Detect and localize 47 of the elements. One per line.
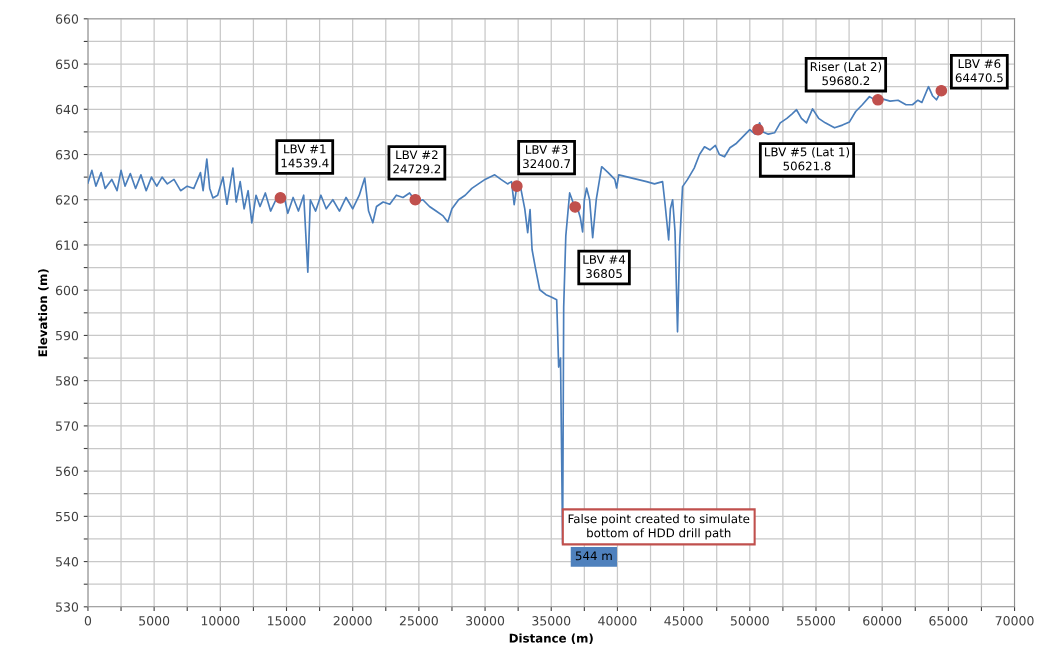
annotation: LBV #2 24729.2: [393, 150, 441, 174]
y-tick-label: 540: [56, 557, 79, 567]
y-tick-label: 630: [55, 149, 79, 160]
x-tick-label: 55000: [797, 616, 836, 626]
y-axis-title: Elevation (m): [38, 269, 49, 357]
y-tick-label: 640: [55, 104, 79, 115]
y-tick-label: 650: [55, 59, 79, 69]
y-tick-label: 550: [56, 511, 79, 522]
x-tick-label: 70000: [995, 616, 1034, 626]
point: [510, 180, 523, 193]
annotation: False point created to simulate bottom of HDD drill path: [568, 514, 750, 540]
x-tick-label: 5000: [139, 616, 170, 626]
annotation: LBV #1 14539.4: [281, 144, 329, 168]
y-tick-label: 600: [55, 285, 79, 296]
x-tick-label: 40000: [598, 616, 637, 626]
x-tick-label: 20000: [333, 616, 372, 626]
x-tick-label: 15000: [267, 616, 306, 626]
annotation: Riser (Lat 2) 59680.2: [810, 61, 882, 86]
x-tick-label: 50000: [730, 616, 769, 626]
y-tick-label: 590: [56, 330, 79, 341]
point: [935, 84, 948, 97]
y-tick-label: 560: [56, 466, 79, 477]
x-tick-label: 25000: [399, 616, 438, 626]
y-tick-label: 660: [55, 14, 79, 24]
x-tick-label: 65000: [929, 616, 968, 626]
annotation: LBV #5 (Lat 1) 50621.8: [765, 147, 850, 171]
point: [872, 93, 884, 106]
x-axis-title: Distance (m): [509, 633, 593, 645]
x-tick-label: 45000: [664, 616, 703, 626]
x-tick-label: 60000: [863, 616, 902, 626]
point: [274, 192, 287, 204]
point: [752, 123, 764, 136]
y-tick-label: 610: [55, 240, 79, 250]
x-tick-label: 10000: [201, 616, 240, 626]
x-tick-label: 35000: [532, 616, 571, 626]
y-tick-label: 580: [56, 376, 79, 386]
y-tick-label: 530: [56, 602, 79, 612]
point: [569, 201, 581, 213]
annotation: LBV #6 64470.5: [955, 59, 1003, 83]
annotation: 544 m: [575, 551, 612, 561]
y-tick-label: 620: [55, 195, 79, 205]
x-tick-label: 30000: [466, 616, 505, 626]
x-tick-label: 0: [84, 616, 92, 626]
y-tick-label: 570: [56, 421, 79, 431]
annotation: LBV #3 32400.7: [523, 145, 571, 169]
annotation: LBV #4 36805: [583, 255, 626, 279]
point: [409, 193, 422, 206]
